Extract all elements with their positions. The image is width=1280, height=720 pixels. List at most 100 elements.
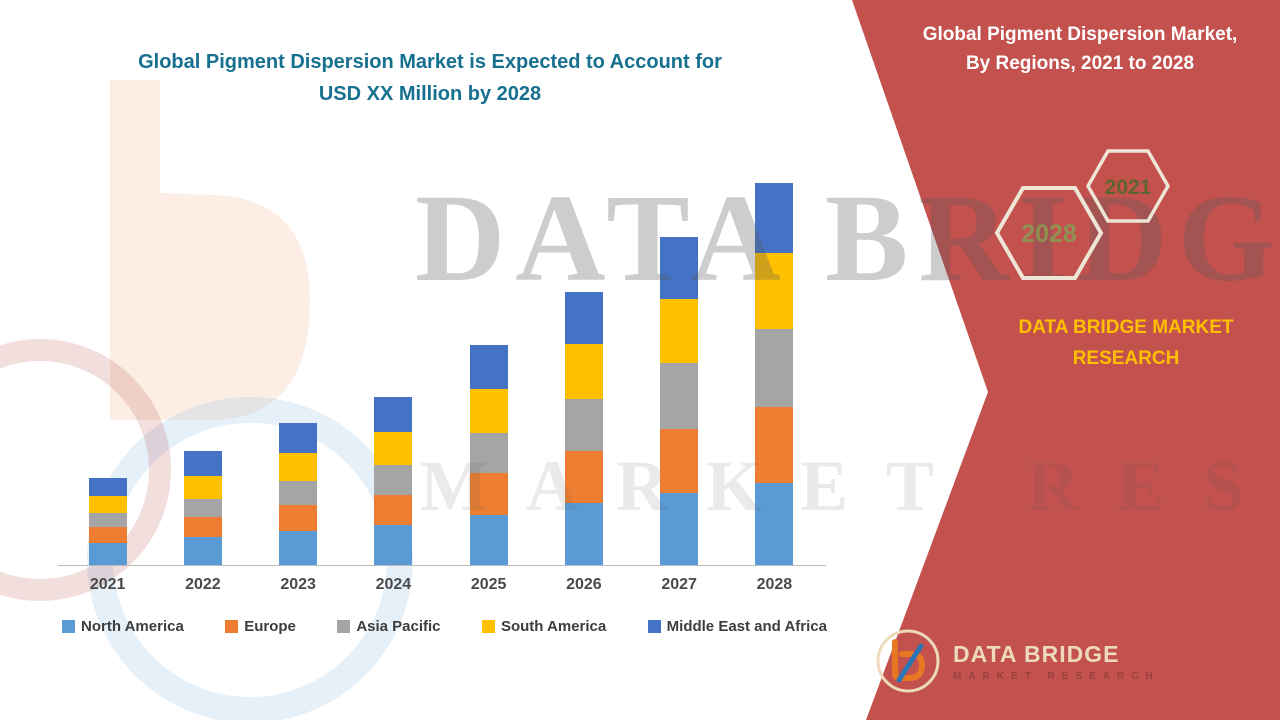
legend-item: North America (62, 618, 184, 635)
stacked-bar-2021 (88, 478, 127, 565)
red-panel-shape (852, 0, 1280, 720)
legend-item: Europe (225, 618, 296, 635)
bar-segment (374, 495, 413, 525)
bar-segment (660, 363, 699, 429)
panel-title-line2: By Regions, 2021 to 2028 (965, 53, 1195, 75)
bar-segment (88, 513, 127, 527)
footer-logo-text: DATA BRIDGE MARKET RESEARCH (953, 641, 1160, 682)
bar-segment (755, 483, 794, 565)
bar-segment (88, 478, 127, 496)
bar-segment (469, 389, 508, 433)
legend-swatch (225, 620, 239, 633)
brand-text: DATA BRIDGE MARKET RESEARCH (990, 312, 1262, 375)
bar-segment (183, 451, 222, 476)
x-axis-line (58, 565, 826, 566)
bar-segment (469, 515, 508, 565)
brand-text-line1: DATA BRIDGE MARKET (1018, 317, 1234, 338)
x-axis-label: 2027 (661, 576, 697, 593)
bar-column (632, 160, 727, 565)
legend: North America Europe Asia Pacific South Ame… (62, 618, 827, 635)
footer-logo: DATA BRIDGE MARKET RESEARCH (875, 628, 1235, 694)
x-axis-label: 2021 (89, 576, 126, 593)
bar-segment (183, 476, 222, 499)
bar-column (346, 160, 441, 565)
bar-segment (660, 493, 699, 565)
bar-segment (88, 543, 127, 565)
bar-segment (564, 503, 603, 565)
legend-swatch (337, 620, 351, 633)
stacked-bar-2027 (660, 237, 699, 565)
bar-segment (564, 451, 603, 503)
bar-segment (183, 499, 222, 517)
x-axis-label: 2023 (280, 576, 316, 593)
bar-segment (469, 345, 508, 389)
bar-segment (88, 527, 127, 543)
legend-swatch (647, 620, 661, 633)
panel-title: Global Pigment Dispersion Market, By Reg… (895, 20, 1265, 79)
legend-label: Middle East and Africa (666, 618, 827, 635)
bar-column (727, 160, 822, 565)
bar-segment (660, 299, 699, 363)
panel-title-line1: Global Pigment Dispersion Market, (922, 24, 1238, 45)
x-axis-label: 2028 (756, 576, 793, 593)
bar-segment (755, 329, 794, 407)
bar-segment (564, 399, 603, 451)
legend-label: Asia Pacific (356, 618, 441, 635)
bar-segment (660, 237, 699, 299)
legend-swatch (62, 620, 75, 633)
chart-title: Global Pigment Dispersion Market is Expe… (40, 46, 820, 110)
legend-swatch (481, 620, 495, 633)
x-axis-label: 2022 (185, 576, 221, 593)
stacked-bar-2024 (374, 397, 413, 565)
legend-label: Europe (244, 618, 296, 635)
x-axis-label: 2024 (375, 576, 412, 593)
brand-text-line2: RESEARCH (1072, 348, 1180, 370)
bar-segment (755, 253, 794, 329)
x-axis-labels: 2021 2022 2023 2024 2025 2026 2027 2028 (60, 576, 822, 594)
bar-segment (374, 525, 413, 565)
bar-segment (564, 292, 603, 344)
legend-item: Asia Pacific (337, 618, 441, 635)
bar-segment (279, 531, 318, 565)
bar-segment (279, 453, 318, 481)
bar-segment (755, 407, 794, 483)
bar-segment (279, 423, 318, 453)
bar-segment (279, 481, 318, 505)
bar-segment (183, 537, 222, 565)
bar-segment (374, 397, 413, 432)
stacked-bar-2022 (183, 451, 222, 565)
stacked-bar-2028 (755, 183, 794, 565)
bar-segment (88, 496, 127, 513)
footer-brand: DATA BRIDGE (953, 640, 1120, 667)
stacked-bar-2025 (469, 345, 508, 565)
legend-label: South America (500, 618, 607, 635)
bar-segment (279, 505, 318, 531)
bar-column (536, 160, 631, 565)
x-axis-label: 2026 (566, 576, 602, 593)
x-axis-label: 2025 (470, 576, 507, 593)
plot-area (60, 160, 822, 565)
legend-item: South America (481, 618, 607, 635)
bar-segment (183, 517, 222, 537)
bar-segment (374, 432, 413, 465)
chart-title-line1: Global Pigment Dispersion Market is Expe… (138, 51, 722, 73)
bar-column (251, 160, 346, 565)
bar-segment (374, 465, 413, 495)
bar-segment (660, 429, 699, 493)
bar-segment (469, 433, 508, 473)
bar-segment (564, 344, 603, 399)
legend-item: Middle East and Africa (647, 618, 827, 635)
chart-title-line2: USD XX Million by 2028 (318, 83, 542, 105)
bar-segment (755, 183, 794, 253)
stacked-bar-2023 (279, 423, 318, 565)
bar-column (441, 160, 536, 565)
bar-column (155, 160, 250, 565)
footer-sub: MARKET RESEARCH (953, 670, 1160, 682)
bar-column (60, 160, 155, 565)
stacked-bar-2026 (564, 292, 603, 565)
legend-label: North America (81, 618, 184, 635)
bar-segment (469, 473, 508, 515)
databridge-logo-icon (876, 629, 940, 693)
